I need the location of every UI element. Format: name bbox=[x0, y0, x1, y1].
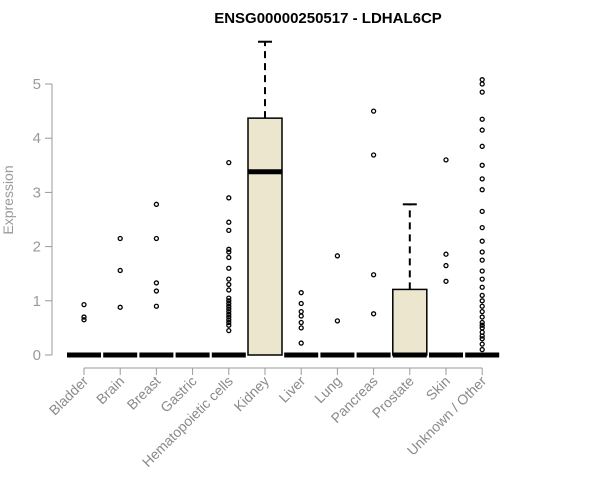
outlier-point bbox=[117, 304, 123, 310]
outlier-point bbox=[443, 251, 449, 257]
outlier-point bbox=[479, 89, 485, 95]
outlier-point bbox=[479, 319, 485, 326]
y-tick-label: 4 bbox=[33, 130, 41, 147]
outlier-point bbox=[226, 249, 232, 255]
outlier-point bbox=[226, 319, 232, 326]
outlier-point bbox=[479, 346, 485, 353]
outlier-point bbox=[443, 262, 449, 269]
outlier-point bbox=[226, 295, 232, 301]
y-tick-label: 1 bbox=[33, 293, 41, 310]
outlier-point bbox=[226, 159, 232, 166]
y-tick-label: 0 bbox=[33, 347, 41, 364]
outlier-point bbox=[81, 314, 87, 320]
outlier-point bbox=[153, 280, 160, 286]
outlier-point bbox=[153, 303, 160, 309]
outlier-point bbox=[298, 340, 304, 346]
outlier-point bbox=[334, 318, 341, 324]
outlier-point bbox=[479, 143, 485, 149]
outlier-point bbox=[479, 127, 485, 133]
outlier-point bbox=[443, 157, 449, 163]
outlier-point bbox=[479, 176, 485, 182]
x-tick-label: Lung bbox=[311, 373, 344, 406]
outlier-point bbox=[226, 303, 232, 309]
outlier-point bbox=[226, 322, 232, 328]
outlier-point bbox=[479, 249, 485, 255]
outlier-point bbox=[298, 325, 304, 331]
outlier-point bbox=[479, 276, 485, 282]
y-tick-label: 2 bbox=[33, 239, 41, 256]
outlier-point bbox=[479, 224, 485, 231]
outlier-point bbox=[226, 281, 232, 288]
x-tick-label: Skin bbox=[423, 373, 454, 404]
outlier-point bbox=[226, 287, 232, 293]
outlier-point bbox=[298, 319, 304, 326]
outlier-point bbox=[370, 272, 377, 278]
outlier-point bbox=[226, 314, 232, 320]
outlier-point bbox=[298, 313, 304, 319]
outlier-point bbox=[298, 308, 304, 315]
outlier-point bbox=[226, 317, 232, 323]
outlier-point bbox=[479, 336, 485, 342]
outlier-point bbox=[479, 268, 485, 274]
outlier-point bbox=[153, 288, 160, 294]
outlier-point bbox=[479, 303, 485, 309]
outlier-point bbox=[226, 311, 232, 318]
outlier-point bbox=[226, 265, 232, 271]
outlier-point bbox=[479, 325, 485, 331]
outlier-point bbox=[298, 290, 304, 296]
outlier-point bbox=[226, 254, 232, 261]
x-tick-label: Bladder bbox=[46, 373, 92, 419]
outlier-point bbox=[334, 253, 341, 259]
outlier-point bbox=[226, 327, 232, 334]
outlier-point bbox=[479, 308, 485, 315]
outlier-point bbox=[479, 162, 485, 168]
outlier-point bbox=[81, 301, 87, 308]
outlier-point bbox=[81, 317, 87, 323]
outlier-point bbox=[117, 267, 123, 274]
x-tick-label: Kidney bbox=[231, 373, 273, 415]
outlier-point bbox=[479, 329, 485, 335]
y-axis-label: Expression bbox=[0, 165, 16, 234]
outlier-point bbox=[117, 235, 123, 242]
chart-title: ENSG00000250517 - LDHAL6CP bbox=[214, 10, 442, 27]
outlier-point bbox=[479, 341, 485, 347]
x-tick-label: Brain bbox=[93, 373, 127, 407]
outlier-point bbox=[226, 227, 232, 233]
outlier-point bbox=[479, 208, 485, 215]
outlier-point bbox=[479, 284, 485, 290]
outlier-point bbox=[479, 257, 485, 263]
box-body bbox=[392, 288, 428, 356]
outlier-point bbox=[479, 116, 485, 122]
x-tick-label: Liver bbox=[276, 373, 309, 406]
outlier-point bbox=[226, 219, 232, 225]
y-tick-label: 3 bbox=[33, 184, 41, 201]
outlier-point bbox=[479, 314, 485, 320]
outlier-point bbox=[479, 187, 485, 193]
outlier-point bbox=[226, 308, 232, 315]
outlier-point bbox=[479, 81, 485, 87]
outlier-point bbox=[479, 298, 485, 304]
outlier-point bbox=[298, 300, 304, 307]
outlier-point bbox=[226, 276, 232, 282]
outlier-point bbox=[479, 322, 485, 328]
outlier-point bbox=[479, 238, 485, 244]
outlier-point bbox=[226, 306, 232, 312]
outlier-point bbox=[370, 152, 377, 158]
x-tick-label: Breast bbox=[124, 373, 164, 413]
outlier-point bbox=[226, 298, 232, 304]
outlier-point bbox=[479, 77, 485, 83]
box-body bbox=[247, 117, 283, 356]
outlier-point bbox=[226, 300, 232, 307]
y-tick-label: 5 bbox=[33, 76, 41, 93]
outlier-point bbox=[153, 201, 160, 207]
outlier-point bbox=[370, 108, 377, 114]
outlier-point bbox=[153, 235, 160, 242]
outlier-point bbox=[370, 311, 377, 317]
outlier-point bbox=[479, 292, 485, 299]
outlier-point bbox=[226, 246, 232, 252]
outlier-point bbox=[443, 278, 449, 284]
outlier-point bbox=[226, 195, 232, 201]
